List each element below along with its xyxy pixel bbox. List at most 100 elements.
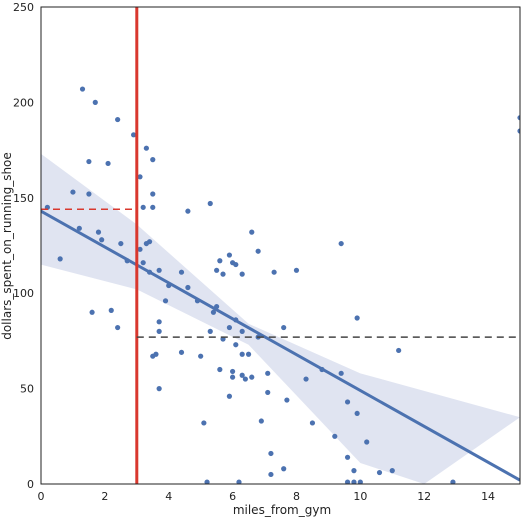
- scatter-point: [178, 349, 185, 355]
- scatter-point: [338, 370, 344, 376]
- scatter-point: [389, 468, 395, 474]
- scatter-point: [354, 315, 360, 321]
- scatter-point: [99, 237, 105, 243]
- scatter-point: [255, 248, 261, 254]
- lines-layer: [41, 7, 520, 484]
- y-axis-label: dollars_spent_on_running_shoe: [0, 152, 14, 340]
- scatter-point: [115, 116, 121, 123]
- scatter-point: [207, 328, 213, 334]
- scatter-point: [258, 418, 264, 424]
- scatter-point: [233, 261, 239, 268]
- scatter-point: [303, 376, 309, 382]
- y-tick-label: 100: [13, 287, 34, 300]
- scatter-point: [143, 145, 149, 151]
- scatter-point: [108, 307, 114, 313]
- scatter-point: [351, 468, 357, 474]
- scatter-point: [281, 466, 287, 472]
- y-tick-label: 250: [13, 1, 34, 14]
- scatter-point: [146, 239, 153, 245]
- scatter-point: [265, 389, 271, 396]
- scatter-point: [156, 267, 162, 273]
- scatter-point: [239, 328, 245, 334]
- scatter-point: [344, 454, 351, 460]
- scatter-point: [233, 342, 239, 348]
- scatter-point: [89, 309, 95, 315]
- scatter-point: [344, 479, 351, 484]
- scatter-point: [249, 229, 255, 235]
- scatter-point: [265, 370, 271, 376]
- scatter-point: [86, 191, 92, 197]
- scatter-point: [201, 420, 207, 426]
- x-tick-label: 14: [481, 490, 495, 503]
- scatter-point: [268, 450, 274, 457]
- scatter-point: [95, 229, 102, 235]
- scatter-point: [351, 479, 357, 484]
- scatter-point: [226, 252, 233, 258]
- scatter-point: [150, 353, 156, 359]
- scatter-point: [332, 433, 338, 439]
- scatter-point: [239, 271, 245, 277]
- scatter-point: [137, 174, 143, 180]
- scatter-point: [162, 298, 169, 304]
- scatter-point: [150, 204, 156, 210]
- scatter-point: [207, 200, 213, 207]
- y-tick-label: 0: [27, 478, 34, 491]
- scatter-point: [76, 225, 82, 231]
- scatter-point: [140, 204, 146, 210]
- confidence-band: [41, 153, 520, 484]
- scatter-point: [239, 351, 245, 357]
- x-axis-label: miles_from_gym: [233, 503, 331, 517]
- scatter-point: [517, 128, 520, 134]
- scatter-point: [271, 269, 277, 275]
- confidence-band-layer: [41, 153, 520, 484]
- scatter-point: [517, 115, 520, 121]
- scatter-point: [226, 324, 233, 331]
- scatter-point: [220, 271, 226, 277]
- scatter-point: [217, 366, 223, 373]
- scatter-point: [242, 376, 248, 382]
- scatter-point: [57, 256, 63, 262]
- scatter-point: [239, 372, 245, 378]
- y-tick-label: 150: [13, 192, 34, 205]
- x-tick-label: 8: [293, 490, 300, 503]
- y-tick-label: 50: [20, 383, 34, 396]
- scatter-point: [156, 319, 162, 325]
- scatter-point: [92, 99, 98, 105]
- scatter-point: [217, 258, 223, 264]
- scatter-point: [245, 351, 252, 357]
- scatter-point: [357, 479, 363, 484]
- scatter-point: [230, 368, 236, 375]
- scatter-point: [344, 399, 351, 405]
- scatter-point: [150, 191, 156, 197]
- scatter-point: [230, 374, 236, 380]
- scatter-point: [293, 267, 300, 273]
- axes-layer: 0 2 4 6 8 10 12 14 0 50 100 150 200 250: [13, 1, 521, 503]
- scatter-point: [249, 374, 255, 380]
- x-tick-label: 2: [101, 490, 108, 503]
- scatter-point: [185, 284, 191, 291]
- scatter-point: [115, 324, 121, 331]
- y-tick-label: 200: [13, 96, 34, 109]
- scatter-point: [198, 353, 204, 359]
- scatter-point: [79, 86, 86, 92]
- scatter-point: [140, 260, 146, 266]
- scatter-point: [150, 157, 156, 163]
- x-tick-label: 0: [38, 490, 45, 503]
- scatter-point: [281, 324, 287, 331]
- scatter-point: [236, 479, 242, 484]
- regression-line: [41, 209, 520, 482]
- scatter-point: [156, 328, 162, 334]
- scatter-point: [156, 386, 162, 392]
- scatter-point: [226, 393, 233, 399]
- x-tick-label: 12: [417, 490, 431, 503]
- scatter-point: [70, 189, 76, 195]
- scatter-point: [396, 347, 402, 354]
- scatter-point: [204, 479, 210, 484]
- x-tick-label: 4: [165, 490, 172, 503]
- x-tick-label: 6: [229, 490, 236, 503]
- scatter-point: [354, 410, 360, 417]
- scatter-point: [185, 208, 191, 214]
- scatter-point: [309, 420, 316, 426]
- scatter-point: [210, 309, 217, 315]
